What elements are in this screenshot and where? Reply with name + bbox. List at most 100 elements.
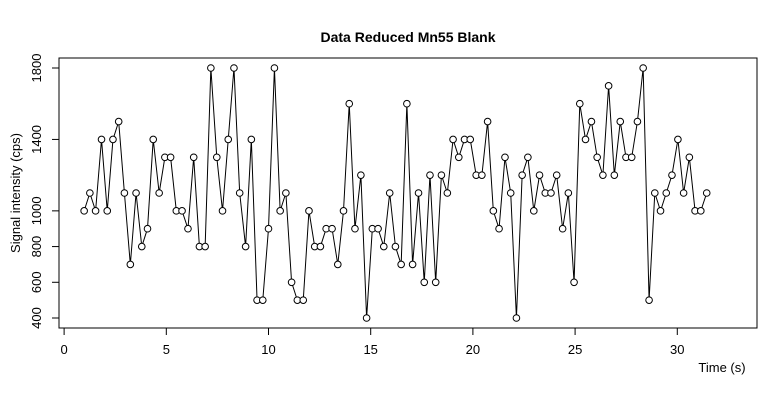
point <box>645 296 653 304</box>
point <box>241 242 250 251</box>
y-tick-label: 800 <box>29 236 44 258</box>
x-tick-label: 0 <box>60 342 67 357</box>
point <box>149 135 158 144</box>
point <box>109 135 117 144</box>
point <box>633 117 642 126</box>
point <box>512 314 521 322</box>
point <box>178 207 186 215</box>
point <box>639 64 647 72</box>
point <box>495 224 503 233</box>
point <box>679 189 688 197</box>
point <box>218 207 227 215</box>
y-tick-label: 1000 <box>29 196 44 225</box>
plot-frame <box>58 57 758 329</box>
point <box>80 207 88 215</box>
point <box>558 224 567 233</box>
point <box>408 260 417 269</box>
point <box>143 224 152 233</box>
point <box>126 260 135 269</box>
y-tick-label: 600 <box>29 271 44 293</box>
y-tick-label: 1400 <box>29 125 44 154</box>
point <box>97 135 106 144</box>
point <box>86 189 94 197</box>
point <box>535 171 544 179</box>
point <box>483 117 492 126</box>
point <box>489 207 498 215</box>
point <box>437 171 446 179</box>
y-axis-label: Signal intensity (cps) <box>8 133 23 253</box>
point <box>103 207 112 215</box>
point <box>662 189 671 197</box>
point <box>593 153 601 162</box>
point <box>264 224 273 233</box>
point <box>478 171 486 179</box>
point <box>316 242 325 251</box>
point <box>212 153 221 162</box>
point <box>547 189 555 197</box>
point <box>449 135 457 144</box>
point <box>120 189 129 197</box>
point <box>414 189 423 197</box>
point <box>258 296 267 304</box>
x-tick-label: 5 <box>163 342 170 357</box>
point <box>247 135 256 144</box>
point <box>189 153 198 162</box>
point <box>518 171 526 179</box>
point <box>610 171 619 179</box>
point <box>132 189 140 197</box>
x-tick-label: 20 <box>466 342 480 357</box>
point <box>599 171 607 179</box>
x-tick-label: 25 <box>568 342 582 357</box>
point <box>357 171 365 179</box>
x-tick-label: 10 <box>261 342 275 357</box>
point <box>270 64 279 72</box>
point <box>431 278 440 287</box>
point <box>345 99 354 108</box>
point <box>575 99 584 108</box>
point <box>299 296 308 304</box>
point <box>420 278 429 287</box>
point <box>328 224 336 233</box>
point <box>282 189 290 197</box>
x-tick-label: 15 <box>363 342 377 357</box>
point <box>443 189 452 197</box>
point <box>530 207 538 215</box>
point <box>685 153 694 162</box>
point <box>391 242 400 251</box>
point <box>466 135 475 144</box>
point <box>166 153 175 162</box>
point <box>374 224 382 233</box>
point <box>403 99 411 108</box>
point <box>339 207 348 215</box>
point <box>91 207 100 215</box>
point <box>385 189 394 197</box>
point <box>287 278 296 287</box>
point <box>114 117 123 126</box>
y-tick-label: 400 <box>29 307 44 329</box>
point <box>397 260 405 269</box>
x-tick-label: 30 <box>670 342 684 357</box>
point <box>616 117 625 126</box>
point <box>627 153 636 162</box>
point <box>276 207 284 215</box>
point <box>305 207 313 215</box>
series-line <box>83 67 708 319</box>
point <box>587 117 596 126</box>
point <box>224 135 233 144</box>
point <box>564 189 573 197</box>
point <box>668 171 676 179</box>
point <box>235 189 244 197</box>
point <box>702 189 711 197</box>
y-tick-label: 1800 <box>29 54 44 83</box>
point <box>230 64 238 72</box>
point <box>674 135 682 144</box>
point <box>207 64 215 72</box>
point <box>696 207 705 215</box>
point <box>155 189 163 197</box>
point <box>524 153 532 162</box>
x-axis-label: Time (s) <box>698 360 745 375</box>
point <box>333 260 342 269</box>
point <box>581 135 590 144</box>
point <box>379 242 388 251</box>
